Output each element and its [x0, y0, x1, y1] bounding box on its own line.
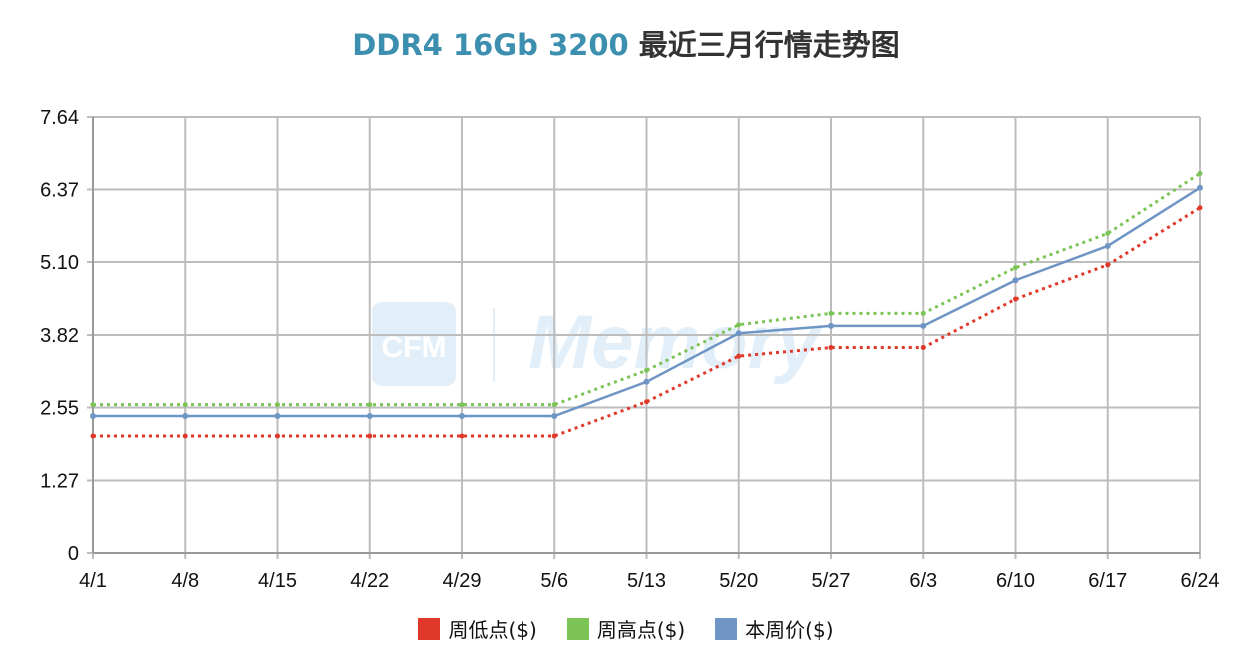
series-3-point — [1197, 184, 1203, 191]
x-tick-label: 4/22 — [350, 570, 389, 592]
x-tick-label: 6/10 — [996, 570, 1035, 592]
series-3-point — [182, 413, 189, 420]
series-3-point — [274, 413, 281, 420]
series-1-point — [459, 433, 465, 439]
series-2-point — [920, 310, 926, 316]
x-tick-label: 4/29 — [443, 570, 482, 592]
x-tick-label: 6/3 — [909, 570, 937, 592]
legend-swatch — [715, 617, 738, 640]
series-1-point — [1197, 205, 1203, 211]
series-1-point — [90, 433, 96, 439]
series-2-point — [551, 402, 557, 408]
series-2-point — [644, 367, 649, 373]
series-1-point — [644, 399, 649, 405]
chart-title: DDR4 16Gb 3200 最近三月行情走势图 — [0, 22, 1252, 64]
legend-label: 本周价($) — [745, 618, 834, 642]
legend-item: 周低点($) — [418, 614, 537, 643]
series-3-point — [735, 330, 742, 337]
series — [90, 170, 1203, 439]
series-3-point — [90, 413, 96, 420]
watermark-logo-box — [372, 302, 456, 386]
x-tick-label: 5/20 — [719, 570, 758, 592]
series-3-point — [366, 413, 373, 420]
x-tick-label: 6/24 — [1181, 570, 1220, 592]
series-1-point — [551, 433, 557, 439]
series-1-point — [182, 433, 188, 439]
series-3-point — [1012, 277, 1019, 284]
series-2-point — [736, 322, 742, 328]
y-tick-label: 6.37 — [40, 179, 79, 201]
series-1-point — [1013, 296, 1018, 302]
series-2-point — [182, 402, 188, 408]
x-tick-label: 4/15 — [258, 570, 297, 592]
legend-swatch — [418, 617, 441, 640]
series-2-point — [1197, 170, 1203, 176]
series-2-point — [1105, 230, 1111, 236]
series-3-point — [551, 413, 558, 420]
y-tick-label: 2.55 — [40, 397, 79, 419]
y-tick-label: 3.82 — [40, 325, 79, 347]
legend-label: 周低点($) — [448, 618, 537, 642]
series-2-point — [828, 310, 834, 316]
series-1-point — [367, 433, 373, 439]
series-3-point — [459, 413, 465, 420]
chart-title-part2: 最近三月行情走势图 — [628, 28, 900, 62]
series-1-point — [828, 345, 834, 351]
series-3-point — [828, 322, 834, 329]
axes: 0 1.27 2.55 3.82 5.10 6.37 7.64 4/1 4/8 4/15 4/22 4… — [40, 107, 1219, 592]
y-tick-label: 1.27 — [40, 471, 79, 493]
y-tick-label: 0 — [68, 543, 79, 565]
chart-title-part1: DDR4 16Gb 3200 — [352, 28, 629, 62]
series-3-point — [920, 322, 927, 329]
series-3-point — [643, 378, 650, 385]
x-tick-label: 5/27 — [812, 570, 851, 592]
series-1-point — [920, 345, 926, 351]
x-tick-label: 6/17 — [1088, 570, 1127, 592]
watermark-logo-text: CFM — [382, 331, 447, 364]
x-tick-label: 5/6 — [540, 570, 568, 592]
x-tick-label: 4/1 — [79, 570, 107, 592]
series-2-point — [367, 402, 373, 408]
x-tick-label: 4/8 — [171, 570, 199, 592]
y-tick-label: 5.10 — [40, 252, 79, 274]
cfm-memory-watermark: CFM Memory — [372, 300, 823, 386]
series-3-point — [1104, 242, 1111, 249]
series-2-point — [459, 402, 465, 408]
legend-item: 本周价($) — [715, 614, 834, 643]
watermark-brand-text: Memory — [528, 300, 823, 385]
legend-label: 周高点($) — [596, 618, 686, 642]
series-2-point — [1013, 265, 1018, 271]
legend: 周低点($) 周高点($) 本周价($) — [0, 614, 1252, 643]
series-1-point — [1105, 262, 1111, 268]
series-2-point — [90, 402, 96, 408]
series-1-point — [275, 433, 280, 439]
series-2-point — [275, 402, 280, 408]
legend-swatch — [566, 617, 589, 640]
legend-item: 周高点($) — [566, 614, 686, 643]
series-1-point — [736, 353, 742, 359]
y-tick-label: 7.64 — [40, 107, 79, 129]
x-tick-label: 5/13 — [627, 570, 666, 592]
